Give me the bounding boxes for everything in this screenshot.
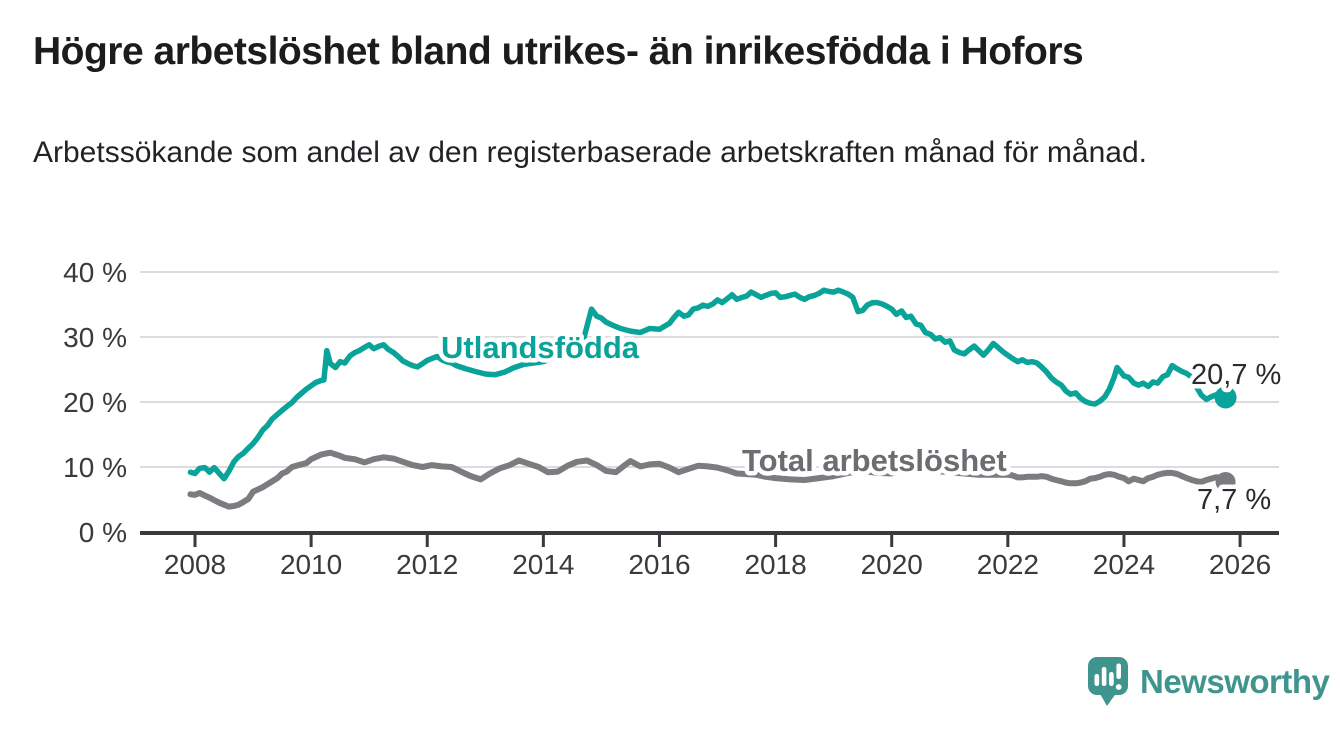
x-tick-label: 2022 [977,549,1039,580]
gridlines [140,271,1279,468]
y-tick-label: 30 % [63,322,127,353]
end-value-label-utlandsfodda: 20,7 % [1191,359,1281,391]
y-tick-label: 0 % [79,517,127,548]
y-tick-label: 10 % [63,452,127,483]
newsworthy-logo: Newsworthy [1088,657,1331,706]
chart-title: Högre arbetslöshet bland utrikes- än inr… [33,30,1084,73]
x-tick-label: 2018 [744,549,806,580]
series-end-dot-utlandsfodda [1214,386,1237,409]
x-tick-label: 2020 [861,549,923,580]
x-tick-label: 2016 [628,549,690,580]
y-tick-label: 40 % [63,257,127,288]
series-lines [187,287,1237,510]
x-tick-label: 2012 [396,549,458,580]
x-tick-label: 2026 [1209,549,1271,580]
x-tick-label: 2024 [1093,549,1155,580]
axes [140,531,1279,547]
end-value-label-total: 7,7 % [1197,484,1271,516]
y-tick-label: 20 % [63,387,127,418]
newsworthy-wordmark: Newsworthy [1140,663,1331,700]
series-label-total-arbetsloshet: Total arbetslöshet [742,443,1007,478]
y-axis-labels: 0 % 10 % 20 % 30 % 40 % [63,257,127,548]
series-end-dot-total [1215,471,1236,492]
x-tick-label: 2010 [280,549,342,580]
chart-subtitle: Arbetssökande som andel av den registerb… [33,136,1147,169]
x-axis-labels: 2008 2010 2012 2014 2016 2018 2020 2022 2024 2026 [164,549,1271,580]
x-tick-label: 2008 [164,549,226,580]
x-tick-label: 2014 [512,549,574,580]
series-line-utlandsfodda [187,287,1229,482]
series-label-utlandsfodda: Utlandsfödda [441,330,640,365]
newsworthy-logo-icon [1088,657,1128,706]
series-line-total [187,449,1229,510]
